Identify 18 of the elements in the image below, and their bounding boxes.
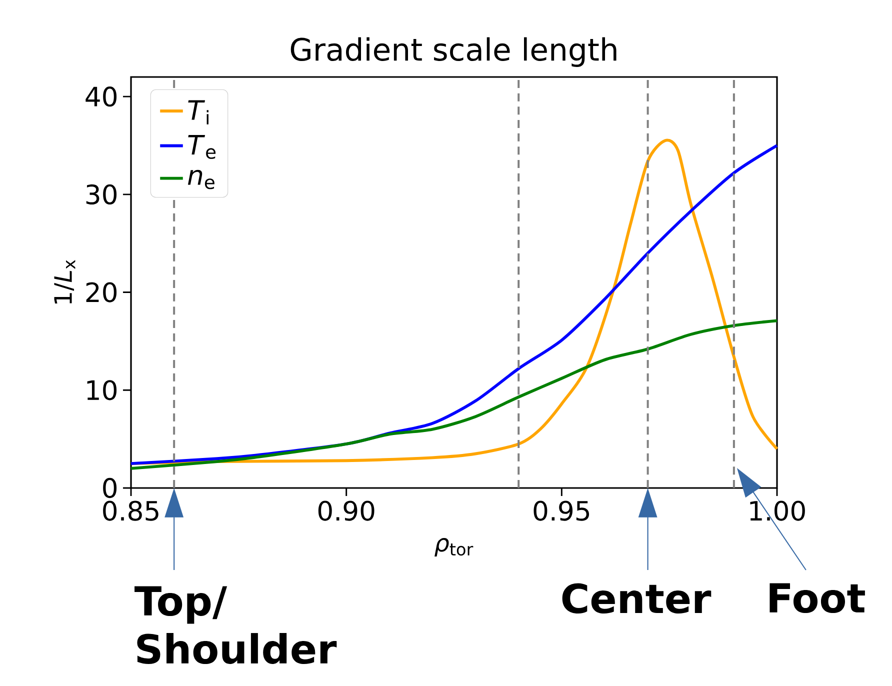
y-axis-title: 1/L$_{x}$ xyxy=(54,260,76,304)
chart-title: Gradient scale length xyxy=(290,37,616,67)
y-tick-label: 0 xyxy=(103,478,117,498)
y-tick-label: 10 xyxy=(87,380,117,400)
x-tick-label: 0.95 xyxy=(534,500,590,521)
y-tick-label: 40 xyxy=(86,86,117,107)
line-series xyxy=(130,319,778,470)
legend-label: T$_{e}$ xyxy=(188,135,216,159)
x-tick-label: 0.85 xyxy=(103,500,158,521)
x-axis-title: ρ$_{tor}$ xyxy=(434,538,474,556)
x-tick-label: 0.90 xyxy=(318,500,374,521)
y-tick-label: 30 xyxy=(86,184,117,205)
legend-label: T$_{i}$ xyxy=(188,100,208,124)
legend-label: n$_{e}$ xyxy=(188,170,214,190)
y-tick-label: 20 xyxy=(86,282,117,302)
annotation: Center xyxy=(562,583,712,614)
annotation: Foot xyxy=(770,583,865,613)
annotation: Top/ Shoulder xyxy=(134,586,337,664)
